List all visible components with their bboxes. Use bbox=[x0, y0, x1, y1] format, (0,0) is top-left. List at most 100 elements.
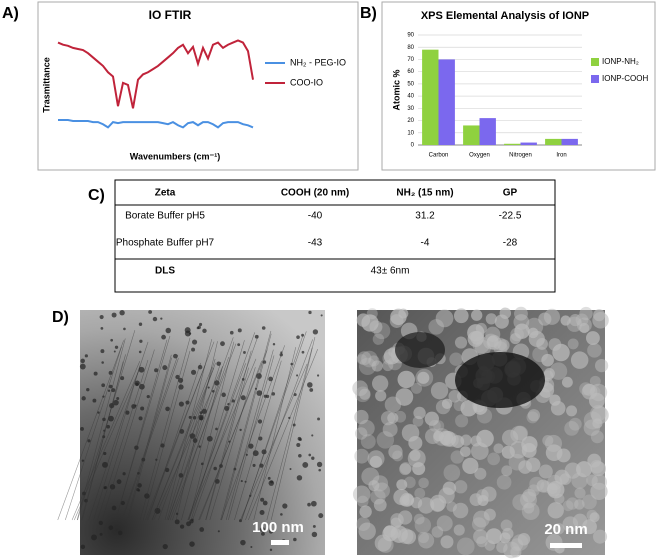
particle bbox=[220, 341, 225, 347]
particle bbox=[311, 456, 315, 460]
particle bbox=[590, 459, 604, 474]
particle bbox=[119, 310, 125, 316]
particle bbox=[296, 475, 303, 481]
particle bbox=[564, 421, 579, 436]
fiber bbox=[101, 349, 155, 521]
particle bbox=[357, 351, 372, 366]
particle bbox=[440, 430, 457, 447]
particle bbox=[583, 411, 602, 430]
chart-title: IO FTIR bbox=[149, 8, 192, 22]
particle bbox=[460, 434, 472, 446]
fiber bbox=[205, 350, 252, 521]
particle bbox=[312, 329, 319, 335]
particle bbox=[371, 475, 389, 492]
fiber bbox=[76, 338, 126, 521]
particle bbox=[593, 309, 606, 322]
particle bbox=[471, 309, 483, 321]
particle bbox=[162, 543, 168, 550]
particle bbox=[316, 374, 320, 377]
fiber bbox=[248, 349, 318, 521]
fiber bbox=[121, 354, 179, 521]
particle bbox=[476, 429, 494, 448]
particle bbox=[413, 406, 426, 420]
fiber bbox=[126, 354, 172, 521]
particle bbox=[272, 342, 276, 346]
particle bbox=[221, 392, 226, 398]
particle bbox=[568, 417, 582, 431]
particle bbox=[550, 400, 566, 416]
fiber bbox=[253, 347, 297, 521]
fiber bbox=[187, 363, 246, 521]
particle bbox=[113, 350, 116, 353]
particle bbox=[583, 419, 601, 436]
particle bbox=[108, 415, 114, 422]
particle bbox=[594, 358, 609, 373]
particle bbox=[561, 376, 573, 388]
fiber bbox=[172, 356, 229, 521]
particle bbox=[80, 358, 85, 364]
panel-a-frame bbox=[37, 1, 359, 171]
particle bbox=[591, 461, 606, 477]
particle bbox=[417, 371, 430, 384]
bar bbox=[504, 143, 521, 145]
particle bbox=[361, 350, 378, 368]
particle bbox=[590, 404, 607, 422]
scale-label: 20 nm bbox=[544, 521, 587, 538]
fiber bbox=[164, 339, 213, 521]
particle bbox=[521, 436, 538, 453]
particle bbox=[387, 412, 399, 424]
particle bbox=[454, 480, 468, 494]
particle bbox=[369, 455, 383, 468]
scale-bar bbox=[271, 540, 289, 545]
line-series bbox=[57, 39, 254, 109]
particle bbox=[359, 388, 371, 400]
particle bbox=[574, 487, 586, 499]
particle bbox=[271, 392, 276, 396]
particle bbox=[296, 374, 299, 377]
particle bbox=[239, 428, 242, 432]
particle bbox=[120, 376, 125, 381]
particle bbox=[140, 406, 145, 411]
particle bbox=[240, 480, 243, 483]
particle bbox=[398, 308, 409, 319]
particle bbox=[371, 375, 389, 392]
fiber bbox=[139, 337, 191, 521]
particle bbox=[165, 327, 172, 334]
particle bbox=[414, 516, 432, 534]
fiber bbox=[122, 358, 179, 521]
particle bbox=[191, 347, 196, 352]
table-cell: -28 bbox=[503, 238, 518, 249]
fiber bbox=[209, 367, 256, 521]
fiber bbox=[151, 367, 213, 521]
particle bbox=[308, 310, 312, 315]
particle bbox=[113, 399, 119, 406]
particle bbox=[538, 464, 553, 479]
particle bbox=[569, 314, 582, 327]
particle bbox=[111, 505, 117, 511]
particle bbox=[586, 474, 598, 487]
particle bbox=[296, 442, 301, 448]
x-tick-label: Nitrogen bbox=[509, 153, 532, 159]
particle bbox=[443, 464, 461, 482]
particle bbox=[267, 476, 271, 480]
particle bbox=[395, 388, 414, 406]
particle bbox=[559, 473, 572, 485]
particle bbox=[138, 416, 143, 421]
particle bbox=[161, 334, 166, 340]
fiber bbox=[205, 367, 249, 521]
particle bbox=[424, 411, 439, 426]
table-header: NH₂ (15 nm) bbox=[396, 188, 453, 199]
particle bbox=[408, 435, 423, 451]
particle bbox=[250, 545, 253, 548]
particle bbox=[354, 409, 369, 425]
bar bbox=[463, 125, 480, 145]
particle bbox=[135, 382, 139, 387]
line-series bbox=[58, 118, 254, 129]
table-header: DLS bbox=[155, 266, 175, 277]
particle bbox=[373, 498, 387, 512]
particle bbox=[302, 461, 309, 468]
particle bbox=[136, 487, 140, 492]
particle bbox=[146, 394, 150, 399]
table-cell: -40 bbox=[308, 211, 323, 222]
panel-label: B) bbox=[360, 5, 377, 22]
